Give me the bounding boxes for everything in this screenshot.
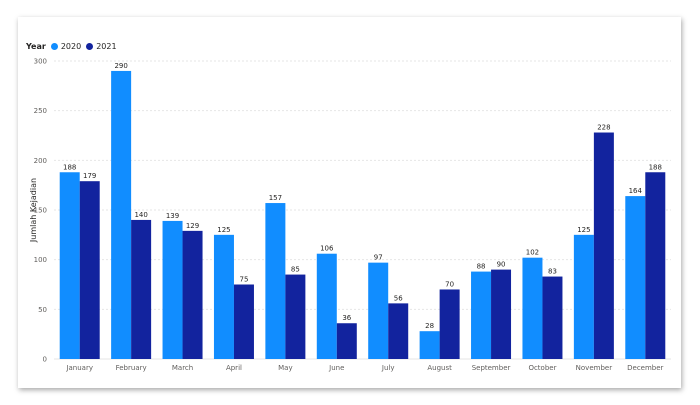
legend-item-2020[interactable]: 2020 bbox=[50, 41, 82, 51]
bar-2021[interactable] bbox=[645, 172, 666, 359]
bar-2021[interactable] bbox=[491, 269, 512, 359]
data-label: 129 bbox=[186, 222, 199, 230]
data-label: 164 bbox=[629, 187, 643, 195]
chart-card: Year 2020 2021 0 50 100 150 200 250 300 Jumlah … bbox=[18, 17, 681, 388]
data-label: 28 bbox=[425, 322, 434, 330]
y-tick-label: 200 bbox=[34, 157, 47, 165]
x-tick-label: July bbox=[381, 364, 395, 372]
bar-2020[interactable] bbox=[625, 196, 646, 359]
y-axis-title: Jumlah Kejadian bbox=[29, 178, 38, 243]
data-label: 125 bbox=[217, 226, 230, 234]
bar-2021[interactable] bbox=[131, 219, 152, 359]
data-label: 188 bbox=[649, 163, 662, 171]
bar-2020[interactable] bbox=[316, 253, 337, 359]
bar-2020[interactable] bbox=[213, 234, 234, 359]
legend-label-2021: 2021 bbox=[96, 41, 117, 51]
x-tick-label: June bbox=[328, 364, 344, 372]
x-tick-label: September bbox=[472, 364, 511, 372]
legend-marker-2020 bbox=[50, 42, 58, 50]
x-tick-label: April bbox=[226, 364, 242, 372]
bar-2020[interactable] bbox=[419, 331, 440, 359]
x-tick-label: March bbox=[172, 364, 193, 372]
data-label: 75 bbox=[239, 276, 248, 284]
data-label: 102 bbox=[526, 249, 539, 257]
bar-2021[interactable] bbox=[439, 289, 460, 359]
x-tick-label: October bbox=[528, 364, 556, 372]
bar-2021[interactable] bbox=[336, 323, 357, 359]
data-label: 83 bbox=[548, 268, 557, 276]
bar-2021[interactable] bbox=[388, 303, 409, 359]
data-label: 140 bbox=[134, 211, 147, 219]
legend-item-2021[interactable]: 2021 bbox=[86, 41, 117, 51]
data-label: 125 bbox=[577, 226, 590, 234]
bar-2021[interactable] bbox=[79, 181, 100, 359]
bar-2020[interactable] bbox=[522, 257, 543, 359]
bar-2021[interactable] bbox=[285, 274, 306, 359]
bar-2020[interactable] bbox=[368, 262, 389, 359]
data-label: 290 bbox=[114, 62, 127, 70]
bar-2021[interactable] bbox=[233, 284, 254, 360]
x-tick-label: August bbox=[427, 364, 452, 372]
data-label: 97 bbox=[374, 254, 383, 262]
bar-2021[interactable] bbox=[542, 276, 563, 359]
legend-marker-2021 bbox=[86, 42, 94, 50]
y-tick-label: 100 bbox=[34, 256, 47, 264]
data-label: 56 bbox=[394, 294, 403, 302]
data-label: 106 bbox=[320, 245, 334, 253]
bar-2020[interactable] bbox=[265, 203, 286, 359]
y-tick-label: 0 bbox=[43, 356, 47, 364]
data-label: 179 bbox=[83, 172, 96, 180]
data-label: 90 bbox=[497, 261, 506, 269]
x-tick-label: November bbox=[576, 364, 613, 372]
legend-title: Year bbox=[26, 41, 46, 51]
bar-2020[interactable] bbox=[573, 234, 594, 359]
y-tick-label: 250 bbox=[34, 107, 47, 115]
bar-2021[interactable] bbox=[182, 230, 203, 359]
data-label: 228 bbox=[597, 124, 610, 132]
x-tick-label: December bbox=[627, 364, 663, 372]
bar-2020[interactable] bbox=[59, 172, 80, 359]
x-tick-label: February bbox=[116, 364, 147, 372]
data-label: 70 bbox=[445, 280, 454, 288]
bar-2020[interactable] bbox=[162, 220, 183, 359]
x-tick-label: May bbox=[278, 364, 292, 372]
data-label: 36 bbox=[342, 314, 351, 322]
bar-2020[interactable] bbox=[111, 70, 132, 359]
data-label: 188 bbox=[63, 163, 76, 171]
bar-2021[interactable] bbox=[593, 132, 614, 359]
y-tick-label: 150 bbox=[34, 207, 47, 215]
data-label: 85 bbox=[291, 266, 300, 274]
bar-2020[interactable] bbox=[471, 271, 492, 359]
x-tick-label: January bbox=[65, 364, 93, 372]
y-tick-label: 300 bbox=[34, 58, 47, 66]
legend: Year 2020 2021 bbox=[26, 39, 122, 53]
bar-chart: 0 50 100 150 200 250 300 Jumlah Kejadian 188 179 J… bbox=[29, 58, 671, 372]
data-label: 88 bbox=[477, 263, 486, 271]
legend-label-2020: 2020 bbox=[60, 41, 82, 51]
data-label: 157 bbox=[269, 194, 282, 202]
data-label: 139 bbox=[166, 212, 179, 220]
y-tick-label: 50 bbox=[38, 306, 47, 314]
